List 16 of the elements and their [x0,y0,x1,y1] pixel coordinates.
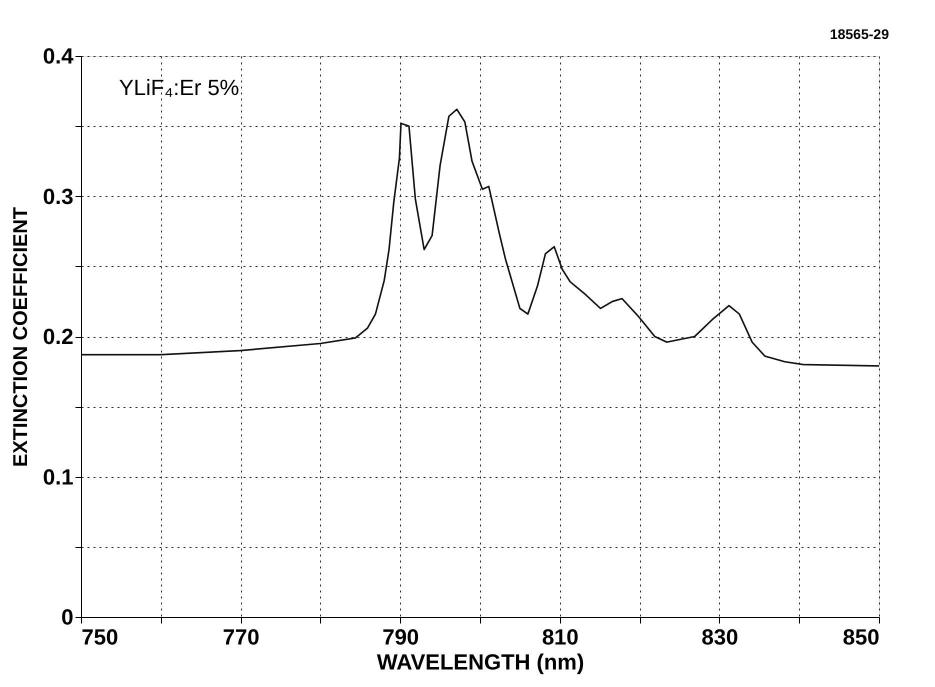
x-tick-label: 830 [702,624,738,650]
text: 18565-29 [830,26,890,42]
x-tick-label: 770 [222,624,260,650]
y-tick-label: 0.2 [42,324,74,349]
y-tick-label: 0.1 [42,464,74,490]
y-tick-label: 0.3 [42,184,74,209]
x-tick-label: 790 [382,624,420,650]
x-axis-title: WAVELENGTH (nm) [376,650,584,674]
x-tick-label: 750 [82,624,118,650]
y-axis-title: EXTINCTION COEFFICIENT [10,207,32,467]
x-tick-label: 850 [842,624,880,650]
x-tick-label: 810 [542,624,579,650]
line-series [80,108,880,367]
y-tick-label: 0.4 [42,44,74,68]
annotation: YLiF₄:Er 5% [119,75,240,100]
y-tick-label: 0 [61,604,74,630]
